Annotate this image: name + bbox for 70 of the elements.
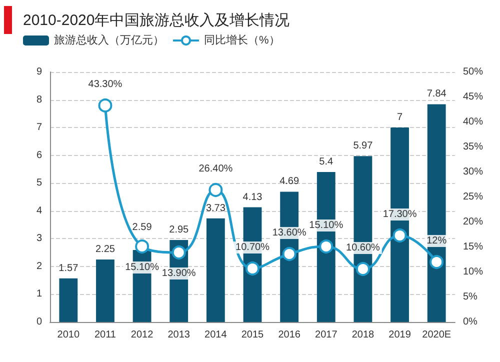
data-label: 4.13: [242, 192, 263, 203]
point: [135, 240, 150, 254]
point: [392, 228, 407, 242]
y2-tick-label: 50%: [463, 66, 484, 78]
data-label: 3.73: [206, 202, 226, 214]
y2-tick-label: 0%: [463, 316, 478, 328]
y2-tick-label: 15%: [463, 242, 484, 252]
data-label: 15.10%: [309, 220, 344, 231]
y2-tick-label: 30%: [463, 166, 484, 178]
y2-tick-label: 40%: [463, 116, 484, 128]
y2-tick-label: 35%: [463, 142, 484, 152]
y-tick-label: 9: [36, 66, 42, 78]
point: [246, 262, 260, 276]
x-tick-label: 2020E: [422, 330, 452, 340]
y-tick-label: 7: [36, 122, 42, 134]
y-tick-label: 0: [36, 316, 42, 328]
point: [172, 246, 186, 260]
bar: [206, 218, 225, 322]
data-label: 10.70%: [236, 242, 270, 253]
x-tick-label: 2016: [278, 330, 301, 340]
x-tick-label: 2012: [130, 330, 154, 340]
legend-label: 旅游总收入（万亿元）: [54, 34, 164, 46]
x-tick-label: 2013: [168, 330, 190, 340]
data-label: 10.60%: [346, 242, 380, 254]
y2-tick-label: 20%: [463, 216, 484, 228]
data-label: 43.30%: [88, 79, 122, 90]
data-label: 5.4: [319, 156, 334, 168]
data-label: 2.95: [169, 224, 190, 236]
y-tick-label: 1: [36, 288, 42, 300]
data-label: 12%: [426, 236, 447, 246]
data-label: 7.84: [426, 88, 447, 100]
data-label: 5.97: [353, 140, 374, 152]
x-tick-label: 2018: [352, 330, 375, 340]
data-label: 1.57: [58, 262, 79, 274]
y2-tick-label: 25%: [463, 192, 484, 202]
y2-tick-label: 45%: [463, 92, 484, 102]
data-label: 2.25: [95, 244, 116, 255]
point: [356, 262, 370, 276]
data-label: 13.90%: [162, 268, 196, 279]
x-tick-label: 2010: [57, 330, 80, 340]
legend-label: 同比增长（%）: [204, 34, 280, 46]
x-tick-label: 2014: [204, 330, 228, 340]
data-label: 15.10%: [125, 262, 160, 273]
point: [98, 98, 112, 112]
x-tick-label: 2017: [315, 330, 338, 340]
y-tick-label: 3: [36, 233, 42, 244]
bar: [96, 260, 114, 322]
y-tick-label: 2: [36, 260, 42, 272]
y-tick-label: 6: [36, 150, 42, 161]
data-label: 2.59: [132, 222, 152, 233]
y-tick-label: 8: [36, 94, 42, 106]
point: [430, 255, 444, 269]
chart-title: 2010-2020年中国旅游总收入及增长情况: [23, 12, 290, 29]
y2-tick-label: 5%: [463, 292, 478, 302]
x-tick-label: 2019: [388, 330, 412, 340]
data-label: 17.30%: [382, 209, 417, 220]
bar: [59, 278, 78, 322]
x-tick-label: 2011: [94, 330, 116, 340]
data-label: 26.40%: [198, 164, 233, 174]
bar: [427, 104, 446, 322]
y-tick-label: 4: [36, 205, 42, 216]
y-tick-label: 5: [36, 178, 42, 189]
data-label: 7: [396, 112, 403, 124]
data-label: 4.69: [280, 176, 300, 188]
point: [282, 247, 296, 261]
x-tick-label: 2015: [241, 330, 264, 340]
point: [319, 240, 334, 254]
point: [208, 183, 223, 197]
data-label: 13.60%: [272, 228, 306, 238]
y2-tick-label: 10%: [463, 266, 484, 278]
